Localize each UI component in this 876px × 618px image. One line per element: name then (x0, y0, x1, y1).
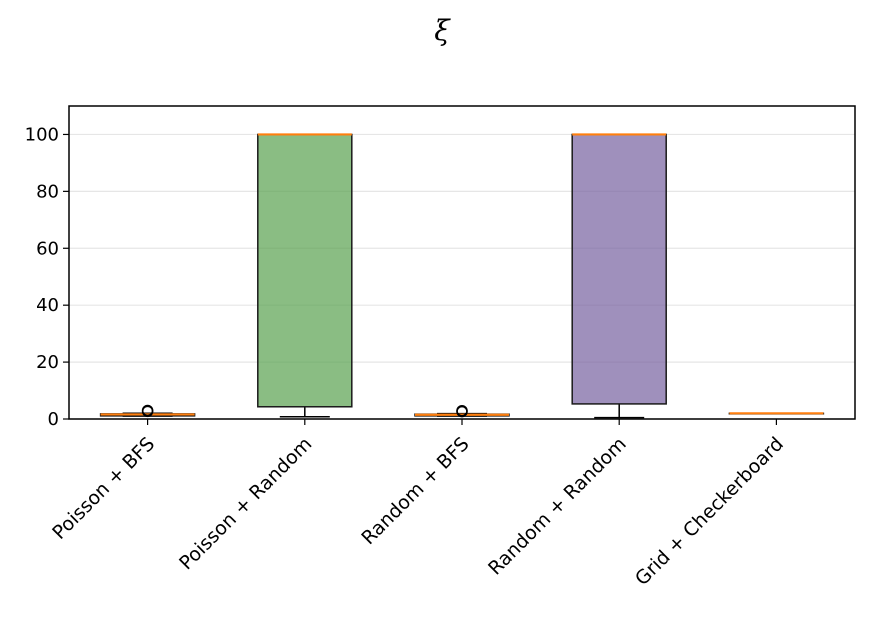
box-5 (728, 412, 825, 415)
y-tick-label: 0 (48, 409, 59, 430)
y-tick-label: 20 (36, 352, 59, 373)
y-tick-label: 60 (36, 238, 59, 259)
grid-layer (69, 133, 855, 420)
y-tick-label: 40 (36, 295, 59, 316)
box-3 (414, 404, 510, 418)
x-tick-label: Poisson + Random (175, 433, 316, 574)
x-tick-label: Random + Random (484, 433, 631, 580)
x-tick-label: Grid + Checkerboard (631, 433, 788, 590)
box-1 (99, 404, 196, 418)
box-4 (571, 133, 667, 419)
x-tick-label: Random + BFS (357, 433, 473, 549)
y-tick-label: 100 (25, 124, 59, 145)
x-tick-label: Poisson + BFS (48, 433, 159, 544)
plot-frame (68, 105, 856, 420)
chart-title: ξ (434, 14, 451, 47)
box-body (571, 133, 667, 405)
axis-layer: 0 20 40 60 80 100 Poisson + BFS Poisson + Rando… (25, 124, 788, 590)
outlier-point (456, 404, 468, 417)
y-tick-label: 80 (36, 181, 59, 202)
box-layer (99, 133, 825, 419)
box-body (257, 133, 353, 408)
box-2 (257, 133, 353, 418)
outlier-point (141, 404, 154, 417)
